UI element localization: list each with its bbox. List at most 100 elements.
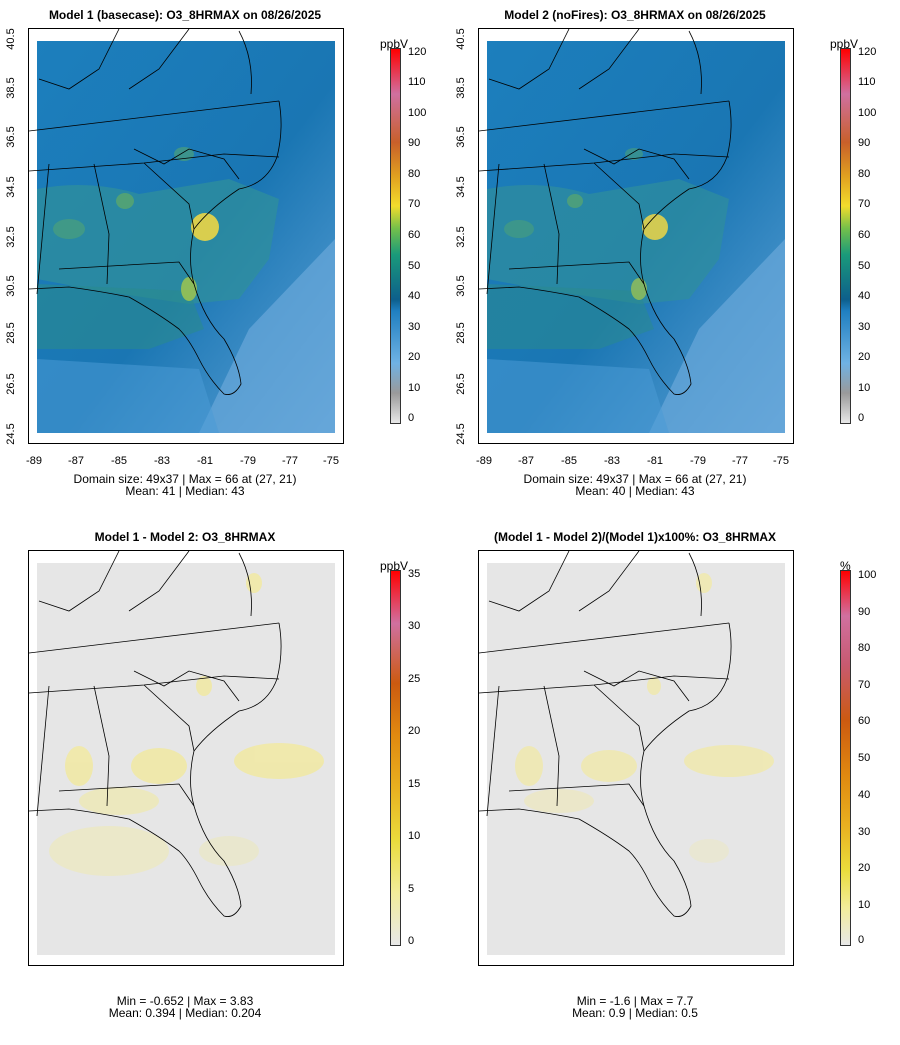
state-boundaries — [479, 551, 732, 917]
colorbar-tick: 100 — [858, 107, 877, 119]
colorbar-tick: 10 — [408, 382, 421, 394]
colorbar — [840, 570, 851, 946]
hotspot — [642, 214, 668, 240]
colorbar-units: ppbV — [380, 37, 409, 51]
y-tick: 30.5 — [5, 275, 17, 297]
colorbar-tick: 25 — [408, 673, 421, 685]
colorbar-tick: 80 — [408, 168, 421, 180]
colorbar-tick: 30 — [858, 321, 871, 333]
colorbar-tick: 5 — [408, 883, 415, 895]
colorbar-tick: 10 — [858, 899, 871, 911]
colorbar-tick: 60 — [858, 715, 871, 727]
colorbar-tick: 100 — [408, 107, 427, 119]
land-field — [37, 179, 279, 304]
percent-difference-hotspots — [515, 573, 774, 863]
colorbar-tick: 80 — [858, 168, 871, 180]
y-tick: 24.5 — [455, 423, 467, 445]
caption-line2: Mean: 0.9 | Median: 0.5 — [572, 1006, 698, 1020]
panel-title: Model 1 (basecase): O3_8HRMAX on 08/26/2… — [48, 8, 322, 22]
y-tick: 40.5 — [5, 28, 17, 50]
colorbar-tick: 20 — [858, 862, 871, 874]
colorbar-tick: 0 — [408, 935, 415, 947]
x-tick: -89 — [26, 455, 42, 467]
colorbar-tick: 60 — [408, 229, 421, 241]
colorbar-tick: 90 — [408, 137, 421, 149]
caption-line2: Mean: 40 | Median: 43 — [575, 484, 695, 498]
colorbar — [390, 48, 401, 424]
colorbar-units: ppbV — [830, 37, 859, 51]
colorbar-tick: 40 — [858, 290, 871, 302]
x-tick: -87 — [518, 455, 534, 467]
x-tick: -81 — [197, 455, 213, 467]
hotspot — [191, 213, 219, 241]
colorbar-tick: 70 — [408, 198, 421, 210]
colorbar-tick: 30 — [408, 620, 421, 632]
caption-line2: Mean: 41 | Median: 43 — [125, 484, 245, 498]
colorbar-tick: 110 — [408, 76, 426, 88]
x-tick: -79 — [240, 455, 256, 467]
ocean-field — [649, 239, 785, 433]
colorbar-tick: 90 — [858, 606, 871, 618]
colorbar-tick: 10 — [858, 382, 871, 394]
map-frame — [478, 28, 794, 444]
x-tick: -83 — [154, 455, 170, 467]
colorbar-tick: 50 — [858, 260, 871, 272]
x-tick: -85 — [111, 455, 127, 467]
x-tick: -77 — [732, 455, 748, 467]
y-tick: 30.5 — [455, 275, 467, 297]
colorbar-tick: 50 — [858, 752, 871, 764]
colorbar-tick: 120 — [858, 46, 877, 58]
colorbar-tick: 70 — [858, 679, 871, 691]
map-percent-difference — [479, 551, 785, 955]
y-tick: 36.5 — [5, 126, 17, 148]
map-frame — [28, 28, 344, 444]
colorbar — [840, 48, 851, 424]
state-boundaries — [479, 29, 732, 395]
x-tick: -81 — [647, 455, 663, 467]
colorbar — [390, 570, 401, 946]
colorbar-tick: 0 — [858, 412, 865, 424]
colorbar-tick: 30 — [858, 826, 871, 838]
caption-line1: Min = -1.6 | Max = 7.7 — [576, 994, 694, 1008]
x-tick: -75 — [323, 455, 339, 467]
y-tick: 32.5 — [455, 226, 467, 248]
colorbar-tick: 120 — [408, 46, 427, 58]
x-tick: -87 — [68, 455, 84, 467]
y-tick: 38.5 — [5, 77, 17, 99]
y-tick: 34.5 — [5, 176, 17, 198]
y-tick: 36.5 — [455, 126, 467, 148]
colorbar-tick: 20 — [408, 725, 421, 737]
y-tick: 24.5 — [5, 423, 17, 445]
x-tick: -89 — [476, 455, 492, 467]
colorbar-tick: 35 — [408, 568, 421, 580]
y-tick: 32.5 — [5, 226, 17, 248]
panel-title: (Model 1 - Model 2)/(Model 1)x100%: O3_8… — [493, 530, 777, 544]
panel-title: Model 2 (noFires): O3_8HRMAX on 08/26/20… — [504, 8, 766, 22]
y-tick: 28.5 — [455, 322, 467, 344]
colorbar-units: ppbV — [380, 559, 409, 573]
map-frame — [478, 550, 794, 966]
colorbar-tick: 0 — [408, 412, 415, 424]
caption-line1: Domain size: 49x37 | Max = 66 at (27, 21… — [73, 472, 297, 486]
colorbar-tick: 30 — [408, 321, 421, 333]
colorbar-tick: 110 — [858, 76, 876, 88]
colorbar-tick: 60 — [858, 229, 871, 241]
x-tick: -77 — [282, 455, 298, 467]
colorbar-tick: 40 — [858, 789, 871, 801]
colorbar-tick: 90 — [858, 137, 871, 149]
land-field — [487, 179, 729, 304]
y-tick: 26.5 — [5, 373, 17, 395]
colorbar-tick: 10 — [408, 830, 421, 842]
ocean-field — [199, 239, 335, 433]
x-tick: -75 — [773, 455, 789, 467]
colorbar-tick: 70 — [858, 198, 871, 210]
y-tick: 26.5 — [455, 373, 467, 395]
colorbar-tick: 15 — [408, 778, 421, 790]
map-model2 — [479, 29, 785, 433]
x-tick: -85 — [561, 455, 577, 467]
caption-line1: Min = -0.652 | Max = 3.83 — [116, 994, 254, 1008]
state-boundaries — [29, 551, 282, 917]
y-tick: 38.5 — [455, 77, 467, 99]
colorbar-tick: 20 — [408, 351, 421, 363]
x-tick: -79 — [690, 455, 706, 467]
